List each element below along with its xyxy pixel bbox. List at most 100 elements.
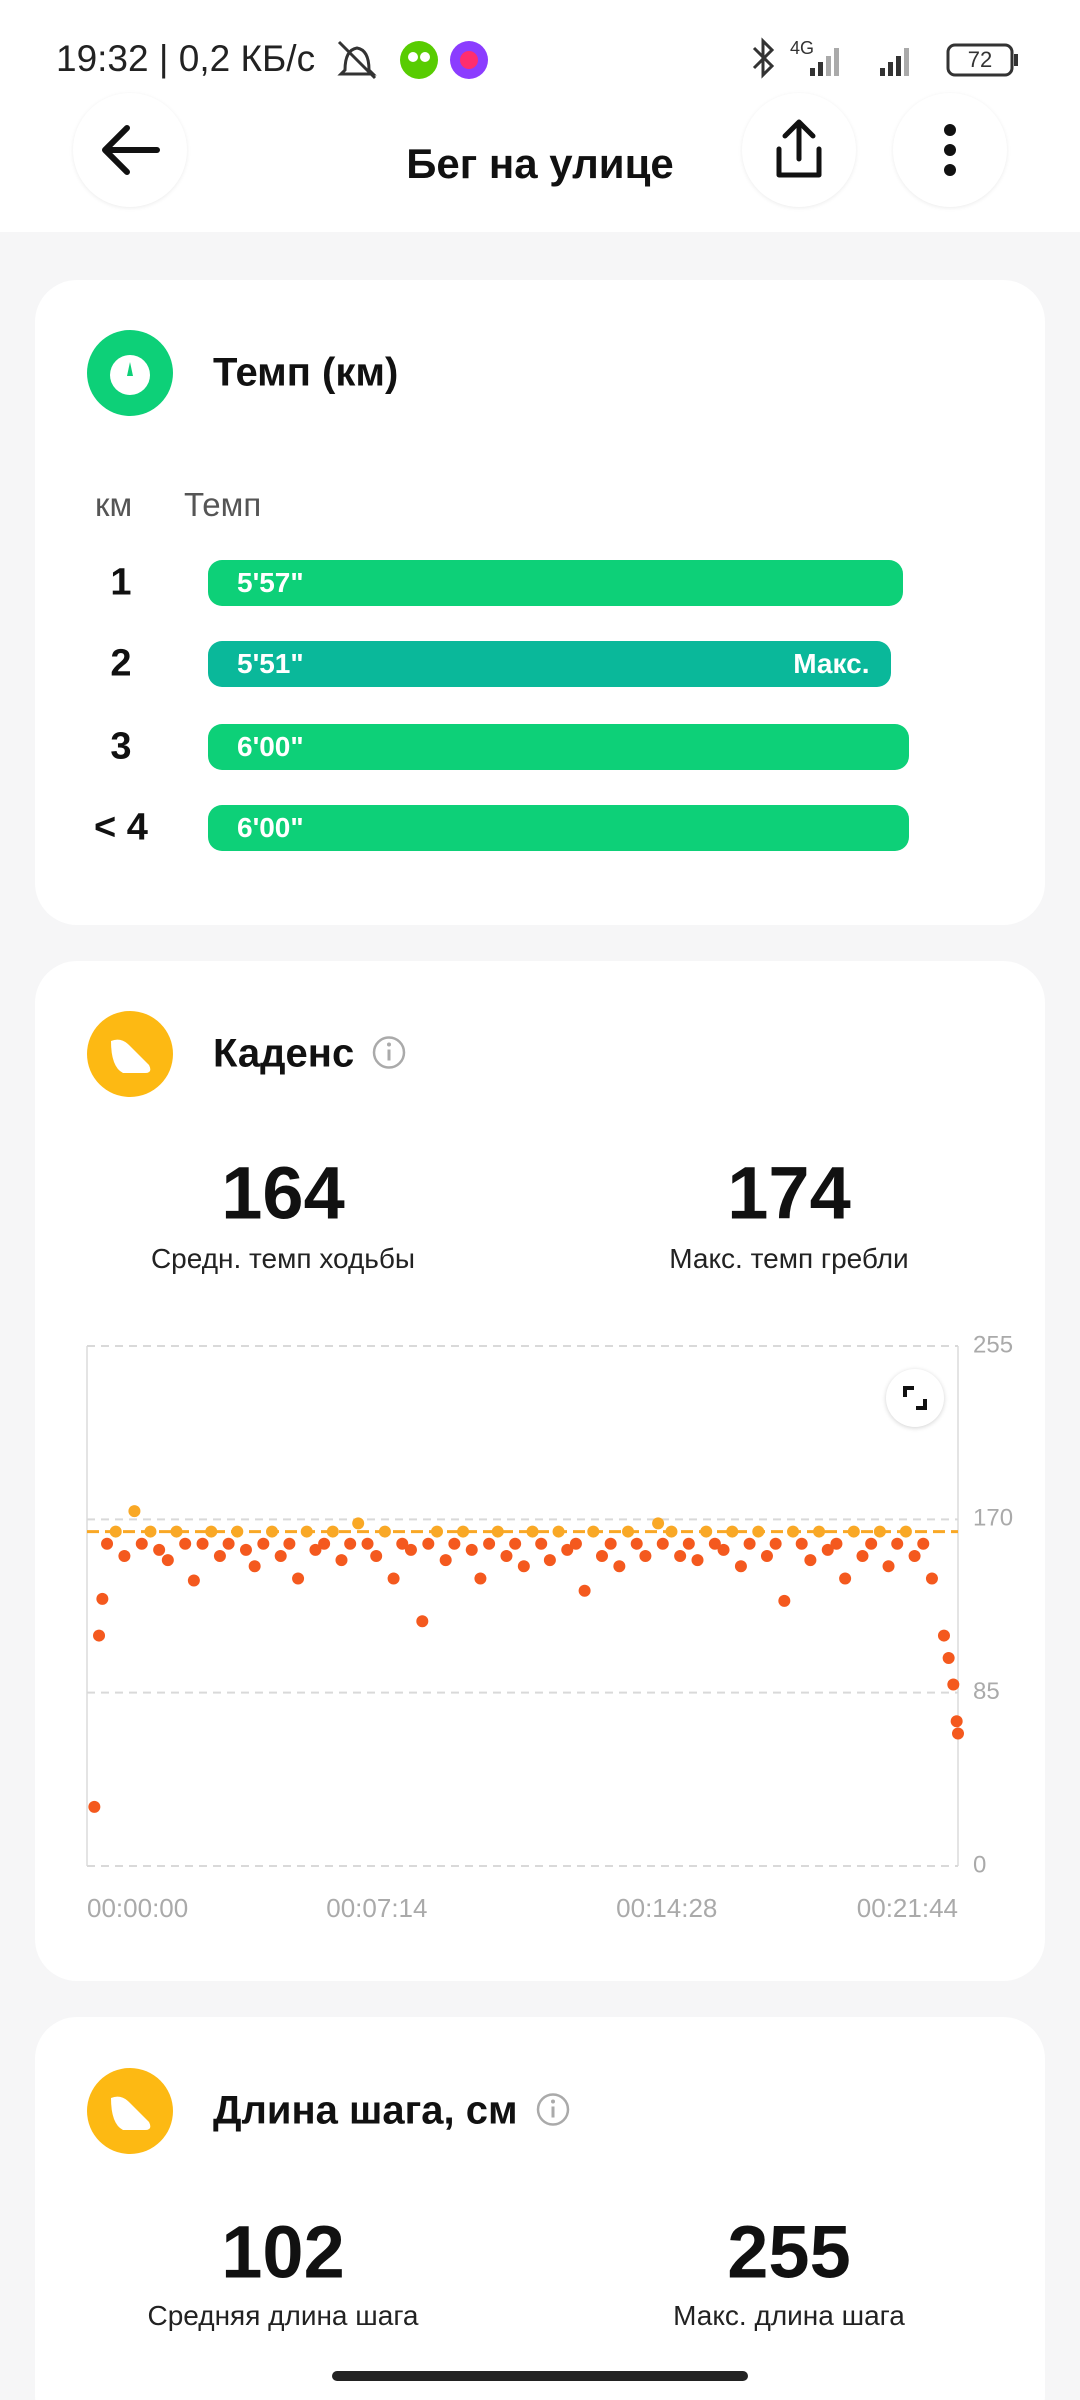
- data-point: [179, 1537, 192, 1550]
- pace-bar: 6'00": [208, 724, 909, 770]
- data-point: [908, 1550, 921, 1563]
- home-indicator[interactable]: [332, 2371, 748, 2381]
- data-point: [352, 1517, 365, 1530]
- data-point: [109, 1525, 122, 1538]
- cadence-icon: [87, 1011, 173, 1097]
- info-icon[interactable]: [535, 2092, 571, 2128]
- data-point: [153, 1543, 166, 1556]
- data-point: [292, 1572, 305, 1585]
- data-point: [795, 1537, 808, 1550]
- data-point: [752, 1525, 765, 1538]
- x-tick-label: 00:07:14: [326, 1893, 427, 1923]
- y-tick-label: 0: [973, 1851, 986, 1878]
- data-point: [326, 1525, 339, 1538]
- data-point: [674, 1550, 687, 1563]
- x-tick-label: 00:21:44: [857, 1893, 958, 1923]
- stride-title-text: Длина шага, см: [213, 2088, 518, 2133]
- pace-bar: 5'51" Макс.: [208, 641, 892, 687]
- expand-button[interactable]: [886, 1369, 944, 1427]
- shoe-icon: [111, 1039, 151, 1073]
- pace-icon: [87, 330, 173, 416]
- data-point: [891, 1537, 904, 1550]
- data-point: [535, 1537, 548, 1550]
- data-point: [942, 1652, 955, 1664]
- data-point: [370, 1550, 383, 1563]
- stat-value: 164: [221, 1151, 345, 1235]
- data-point: [917, 1537, 930, 1550]
- data-point: [144, 1525, 157, 1538]
- pace-label: 5'57": [237, 567, 304, 598]
- km-label: 3: [110, 725, 132, 768]
- data-point: [404, 1543, 417, 1556]
- data-point: [474, 1572, 487, 1585]
- data-point: [483, 1537, 496, 1550]
- data-point: [101, 1537, 114, 1550]
- data-point: [821, 1543, 834, 1556]
- stride-title: Длина шага, см: [213, 2089, 571, 2134]
- data-point: [491, 1525, 504, 1538]
- data-point: [257, 1537, 270, 1550]
- data-point: [205, 1525, 218, 1538]
- data-point: [708, 1537, 721, 1550]
- menu-button[interactable]: [893, 93, 1007, 207]
- km-label: 2: [110, 642, 132, 685]
- stride-icon: [87, 2068, 173, 2154]
- data-point: [622, 1525, 635, 1538]
- x-tick-label: 00:00:00: [87, 1893, 188, 1923]
- back-icon: [102, 125, 160, 175]
- cadence-title: Каденс: [213, 1032, 407, 1077]
- data-point: [509, 1537, 522, 1550]
- data-point: [361, 1537, 374, 1550]
- data-point: [517, 1560, 530, 1573]
- data-point: [465, 1543, 478, 1556]
- cadence-title-text: Каденс: [213, 1031, 355, 1076]
- screen-title: Бег на улице: [406, 140, 674, 187]
- share-icon: [776, 119, 822, 178]
- data-point: [937, 1629, 950, 1642]
- status-icons-right: 4G 72: [752, 37, 1018, 79]
- column-header: Темп: [184, 486, 262, 523]
- data-point: [266, 1525, 279, 1538]
- data-point: [500, 1550, 513, 1563]
- data-point: [335, 1554, 348, 1567]
- data-point: [630, 1537, 643, 1550]
- battery-level: 72: [968, 47, 992, 72]
- shoe-icon: [111, 2096, 151, 2130]
- pace-label: 6'00": [237, 731, 304, 762]
- max-badge: Макс.: [793, 648, 870, 679]
- share-button[interactable]: [742, 93, 856, 207]
- x-tick-label: 00:14:28: [616, 1893, 717, 1923]
- data-point: [552, 1525, 565, 1538]
- data-point: [283, 1537, 296, 1550]
- data-point: [839, 1572, 852, 1585]
- stride-card: [35, 2017, 1045, 2400]
- data-point: [318, 1537, 331, 1550]
- data-point: [760, 1550, 773, 1563]
- data-point: [656, 1537, 669, 1550]
- data-point: [925, 1572, 938, 1585]
- data-point: [344, 1537, 357, 1550]
- data-point: [847, 1525, 860, 1538]
- data-point: [717, 1543, 730, 1556]
- data-point: [595, 1550, 608, 1563]
- pace-icon-glyph: [110, 355, 150, 395]
- y-tick-label: 170: [973, 1505, 1013, 1532]
- data-point: [665, 1525, 678, 1538]
- data-point: [422, 1537, 435, 1550]
- data-point: [726, 1525, 739, 1538]
- data-point: [300, 1525, 313, 1538]
- info-icon[interactable]: [371, 1035, 407, 1071]
- pace-label: 6'00": [237, 812, 304, 843]
- stat-caption: Макс. темп гребли: [669, 1243, 909, 1274]
- cadence-chart: 0 85 170 255 00:00:00 00:07:14 00:14:28 00:21:4…: [86, 1331, 1013, 1923]
- pace-label: 5'51": [237, 648, 304, 679]
- pace-title: Темп (км): [213, 350, 399, 395]
- data-point: [416, 1615, 429, 1628]
- data-point: [213, 1550, 226, 1563]
- cadence-card: [35, 961, 1045, 1981]
- data-point: [526, 1525, 539, 1538]
- data-point: [587, 1525, 600, 1538]
- back-button[interactable]: [73, 93, 187, 207]
- data-point: [239, 1543, 252, 1556]
- data-point: [804, 1554, 817, 1567]
